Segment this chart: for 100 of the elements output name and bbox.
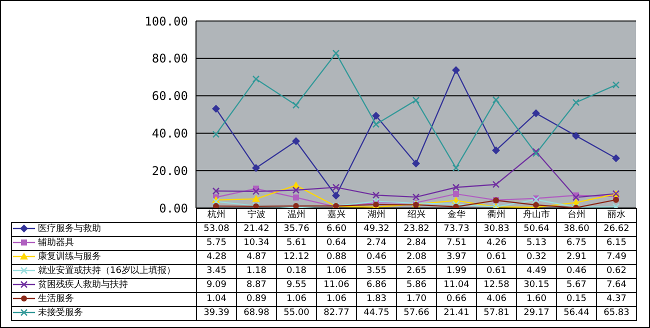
data-label: 5.13 (516, 236, 556, 250)
data-label: 57.81 (476, 306, 516, 320)
data-label: 0.15 (556, 292, 596, 306)
data-label: 3.45 (196, 264, 236, 278)
data-label: 7.64 (596, 278, 636, 292)
data-label: 21.42 (236, 222, 276, 236)
data-label: 1.83 (356, 292, 396, 306)
x-tick-label: 温州 (276, 208, 316, 222)
x-tick-label: 金华 (436, 208, 476, 222)
data-label: 0.89 (236, 292, 276, 306)
data-label: 2.74 (356, 236, 396, 250)
legend-label: 医疗服务与救助 (38, 224, 101, 234)
data-label: 38.60 (556, 222, 596, 236)
x-tick-label: 湖州 (356, 208, 396, 222)
data-label: 4.26 (476, 236, 516, 250)
x-tick-label: 杭州 (196, 208, 236, 222)
data-label: 29.17 (516, 306, 556, 320)
data-label: 6.15 (596, 236, 636, 250)
data-label: 0.64 (316, 236, 356, 250)
data-label: 9.55 (276, 278, 316, 292)
data-label: 1.06 (316, 264, 356, 278)
y-tick-label: 40.00 (152, 126, 188, 140)
data-label: 0.88 (316, 250, 356, 264)
data-label: 26.62 (596, 222, 636, 236)
data-label: 3.55 (356, 264, 396, 278)
data-label: 4.49 (516, 264, 556, 278)
data-label: 1.06 (316, 292, 356, 306)
legend-label: 贫困残疾人救助与扶持 (38, 280, 128, 290)
data-label: 57.66 (396, 306, 436, 320)
data-label: 5.86 (396, 278, 436, 292)
data-label: 5.67 (556, 278, 596, 292)
data-label: 12.12 (276, 250, 316, 264)
data-label: 10.34 (236, 236, 276, 250)
data-label: 1.18 (236, 264, 276, 278)
data-label: 11.04 (436, 278, 476, 292)
data-label: 5.61 (276, 236, 316, 250)
data-label: 55.00 (276, 306, 316, 320)
x-tick-label: 丽水 (596, 208, 636, 222)
data-label: 1.60 (516, 292, 556, 306)
legend-label: 未接受服务 (38, 308, 83, 318)
legend-label: 康复训练与服务 (38, 252, 101, 262)
x-tick-label: 舟山市 (516, 208, 556, 222)
x-tick-label: 衢州 (476, 208, 516, 222)
data-label: 6.60 (316, 222, 356, 236)
data-label: 4.37 (596, 292, 636, 306)
x-tick-label: 绍兴 (396, 208, 436, 222)
data-label: 2.84 (396, 236, 436, 250)
data-label: 5.75 (196, 236, 236, 250)
legend-label: 辅助器具 (38, 238, 74, 248)
data-label: 0.32 (516, 250, 556, 264)
y-tick-label: 20.00 (152, 164, 188, 178)
data-label: 2.91 (556, 250, 596, 264)
legend-label: 就业安置或扶持（16岁以上填报） (38, 266, 176, 276)
data-label: 68.98 (236, 306, 276, 320)
y-tick-label: 80.00 (152, 52, 188, 66)
data-label: 0.61 (476, 264, 516, 278)
data-label: 0.18 (276, 264, 316, 278)
y-tick-label: 0.00 (159, 201, 188, 216)
data-label: 21.41 (436, 306, 476, 320)
data-label: 4.28 (196, 250, 236, 264)
data-label: 7.49 (596, 250, 636, 264)
data-label: 11.06 (316, 278, 356, 292)
data-label: 23.82 (396, 222, 436, 236)
data-label: 73.73 (436, 222, 476, 236)
data-label: 4.06 (476, 292, 516, 306)
data-label: 1.99 (436, 264, 476, 278)
data-label: 8.87 (236, 278, 276, 292)
y-tick-label: 60.00 (152, 89, 188, 104)
legend-label: 生活服务 (38, 294, 74, 304)
data-label: 0.46 (356, 250, 396, 264)
data-label: 35.76 (276, 222, 316, 236)
data-label: 4.87 (236, 250, 276, 264)
x-tick-label: 宁波 (236, 208, 276, 222)
data-label: 39.39 (196, 306, 236, 320)
data-label: 1.04 (196, 292, 236, 306)
data-label: 53.08 (196, 222, 236, 236)
data-label: 56.44 (556, 306, 596, 320)
data-label: 1.06 (276, 292, 316, 306)
data-label: 6.75 (556, 236, 596, 250)
data-label: 2.65 (396, 264, 436, 278)
data-label: 12.58 (476, 278, 516, 292)
data-label: 30.83 (476, 222, 516, 236)
data-label: 82.77 (316, 306, 356, 320)
data-label: 44.75 (356, 306, 396, 320)
data-label: 7.51 (436, 236, 476, 250)
data-label: 2.08 (396, 250, 436, 264)
data-label: 50.64 (516, 222, 556, 236)
y-tick-label: 100.00 (144, 14, 188, 28)
data-label: 3.97 (436, 250, 476, 264)
data-label: 1.70 (396, 292, 436, 306)
data-label: 6.86 (356, 278, 396, 292)
x-tick-label: 嘉兴 (316, 208, 356, 222)
data-label: 9.09 (196, 278, 236, 292)
data-label: 0.66 (436, 292, 476, 306)
data-label: 0.46 (556, 264, 596, 278)
data-label: 30.15 (516, 278, 556, 292)
data-label: 65.83 (596, 306, 636, 320)
data-label: 0.62 (596, 264, 636, 278)
x-tick-label: 台州 (556, 208, 596, 222)
data-label: 49.32 (356, 222, 396, 236)
